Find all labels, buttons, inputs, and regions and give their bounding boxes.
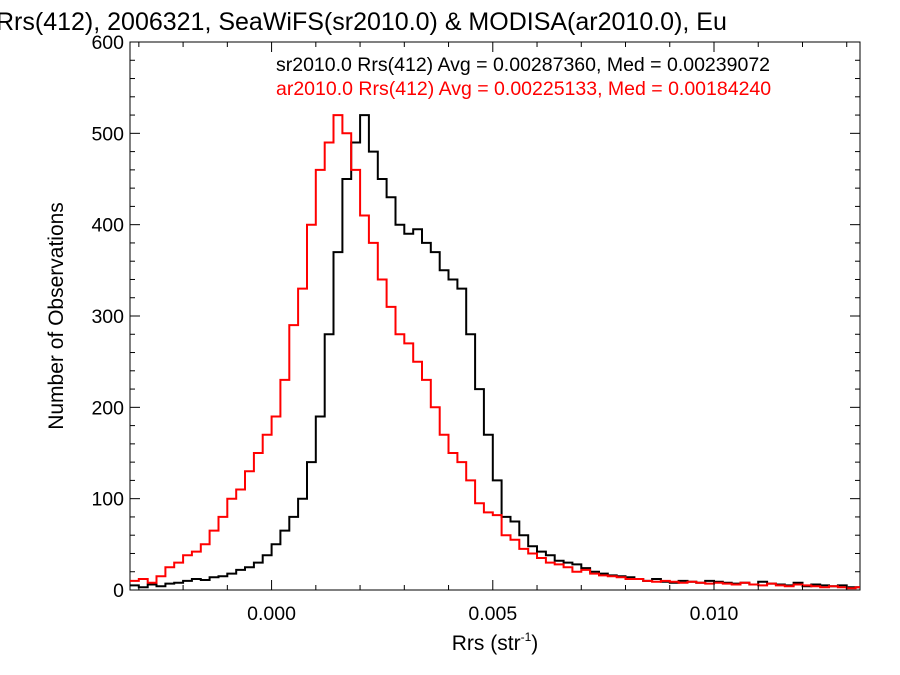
x-tick-label: 0.000 — [247, 603, 296, 625]
x-tick-label: 0.005 — [468, 603, 517, 625]
x-tick-label: 0.010 — [690, 603, 739, 625]
x-axis-label-superscript: -1 — [521, 630, 532, 644]
y-tick-label: 300 — [91, 306, 124, 328]
series-layer — [130, 114, 860, 590]
y-tick-label: 100 — [91, 489, 124, 511]
x-axis-label-close: ) — [531, 632, 538, 655]
y-tick-label: 600 — [91, 32, 124, 54]
axis-ticks: 0.000 0.005 0.010 0 100 200 300 400 500 600 — [91, 32, 860, 625]
annotation-ar2010: ar2010.0 Rrs(412) Avg = 0.00225133, Med … — [276, 78, 771, 100]
y-tick-label: 400 — [91, 215, 124, 237]
y-tick-label: 0 — [113, 580, 124, 602]
x-axis-label-main: Rrs (str — [452, 632, 521, 655]
y-axis-label: Number of Observations — [45, 202, 68, 430]
series-sr2010-histogram — [130, 114, 860, 589]
plot-frame — [129, 41, 861, 591]
annotation-sr2010: sr2010.0 Rrs(412) Avg = 0.00287360, Med … — [276, 54, 770, 76]
x-axis-label: Rrs (str-1) — [452, 630, 539, 655]
y-tick-label: 200 — [91, 397, 124, 419]
plot-area: 0.000 0.005 0.010 0 100 200 300 400 500 600 — [91, 32, 861, 625]
y-tick-label: 500 — [91, 123, 124, 145]
chart-title: Rrs(412), 2006321, SeaWiFS(sr2010.0) & M… — [0, 8, 727, 36]
series-ar2010-histogram — [130, 114, 860, 590]
